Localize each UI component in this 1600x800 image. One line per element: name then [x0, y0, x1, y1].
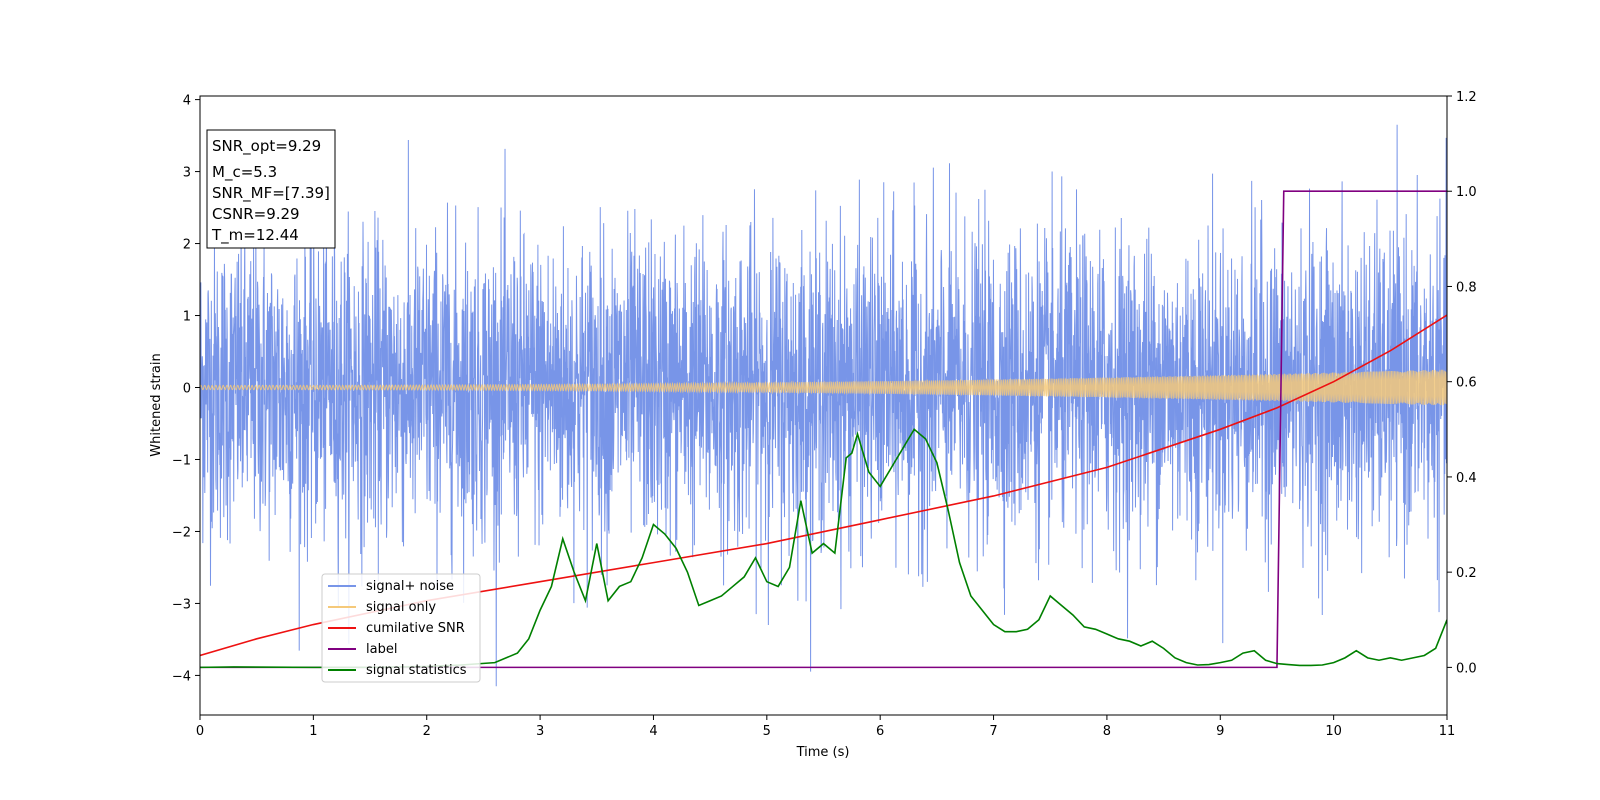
y2-tick-label: 1.0 [1456, 185, 1477, 200]
info-snr-opt: SNR_opt=9.29 [212, 137, 321, 156]
series-signal-only [200, 369, 1447, 406]
y-tick-label: 4 [183, 94, 191, 109]
y-tick-label: 1 [183, 310, 191, 325]
x-tick-label: 7 [989, 724, 997, 739]
y-tick-label: 3 [183, 166, 191, 181]
y-tick-label: 2 [183, 238, 191, 253]
y2-tick-label: 0.0 [1456, 661, 1477, 676]
x-tick-label: 4 [649, 724, 657, 739]
x-tick-label: 1 [309, 724, 317, 739]
y-axis-label: Whitened strain [149, 353, 164, 456]
y2-tick-label: 0.2 [1456, 566, 1477, 581]
legend-label-signal-statistics: signal statistics [366, 663, 467, 678]
series-label [200, 190, 1447, 669]
series-signal-noise [200, 124, 1447, 687]
info-chirp-mass: M_c=5.3 [212, 163, 277, 182]
plot-frame [199, 95, 1448, 716]
legend-label-signal-only: signal only [366, 600, 436, 615]
y-axis-left: −4 −3 −2 −1 0 1 2 3 4 [172, 94, 200, 684]
legend-label-label: label [366, 642, 397, 657]
x-axis-label: Time (s) [796, 745, 850, 760]
y2-tick-label: 1.2 [1456, 90, 1477, 105]
legend: signal+ noise signal only cumilative SNR… [321, 573, 481, 683]
x-tick-label: 8 [1103, 724, 1111, 739]
x-tick-label: 6 [876, 724, 884, 739]
legend-label-signal-noise: signal+ noise [366, 579, 454, 594]
y2-tick-label: 0.6 [1456, 376, 1477, 391]
x-tick-label: 5 [763, 724, 771, 739]
y-tick-label: −1 [172, 453, 191, 468]
x-tick-label: 2 [423, 724, 431, 739]
y-axis-right: 0.0 0.2 0.4 0.6 0.8 1.0 1.2 [1447, 90, 1477, 676]
x-tick-label: 3 [536, 724, 544, 739]
x-tick-label: 9 [1216, 724, 1224, 739]
y2-tick-label: 0.8 [1456, 280, 1477, 295]
y-tick-label: −3 [172, 597, 191, 612]
info-tm: T_m=12.44 [211, 226, 299, 245]
y-tick-label: −4 [172, 669, 191, 684]
info-snr-mf: SNR_MF=[7.39] [212, 184, 330, 203]
y-tick-label: −2 [172, 525, 191, 540]
x-axis: 0 1 2 3 4 5 6 7 8 9 10 11 [196, 715, 1455, 739]
legend-label-cumulative-snr: cumilative SNR [366, 621, 465, 636]
x-tick-label: 0 [196, 724, 204, 739]
info-csnr: CSNR=9.29 [212, 205, 300, 223]
y2-tick-label: 0.4 [1456, 471, 1477, 486]
y-tick-label: 0 [183, 382, 191, 397]
x-tick-label: 11 [1439, 724, 1456, 739]
x-tick-label: 10 [1325, 724, 1342, 739]
info-box: SNR_opt=9.29 M_c=5.3 SNR_MF=[7.39] CSNR=… [206, 129, 336, 249]
series-signal-statistics [200, 428, 1447, 669]
